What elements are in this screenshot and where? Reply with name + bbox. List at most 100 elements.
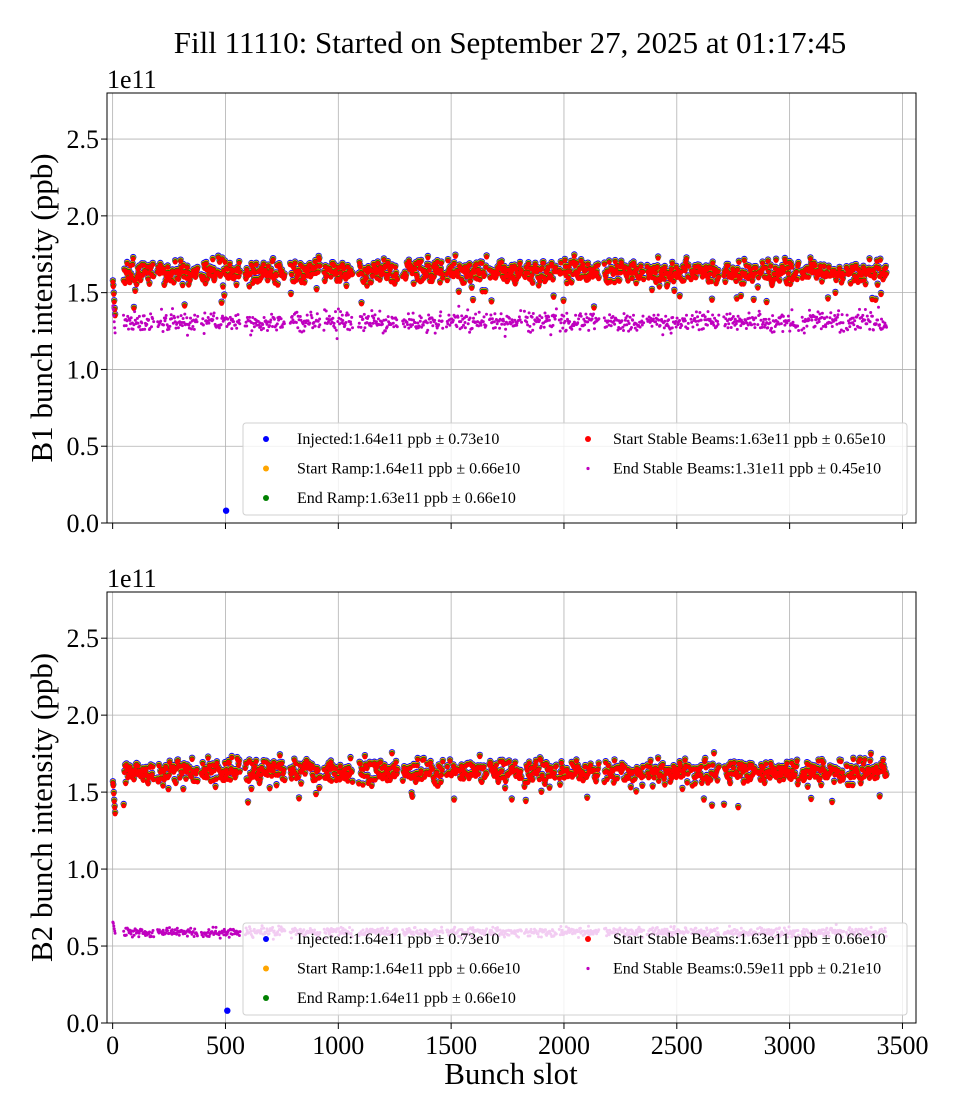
data-point bbox=[674, 325, 678, 329]
data-point bbox=[653, 270, 658, 276]
data-point bbox=[568, 320, 572, 324]
data-point bbox=[217, 326, 221, 330]
data-point bbox=[674, 320, 678, 323]
data-point bbox=[317, 263, 323, 269]
data-point bbox=[270, 312, 274, 316]
data-point bbox=[482, 315, 486, 319]
data-point bbox=[715, 269, 721, 275]
data-point bbox=[427, 313, 431, 317]
data-point bbox=[316, 257, 322, 263]
data-point bbox=[669, 261, 675, 267]
data-point bbox=[569, 280, 574, 286]
data-point bbox=[785, 265, 790, 271]
data-point bbox=[195, 320, 199, 324]
data-point bbox=[357, 325, 361, 329]
data-point bbox=[677, 294, 683, 300]
data-point bbox=[863, 282, 868, 288]
data-point bbox=[149, 312, 153, 316]
data-point bbox=[549, 333, 553, 337]
data-point bbox=[168, 324, 172, 328]
data-point bbox=[262, 316, 266, 319]
data-point bbox=[225, 325, 229, 328]
data-point bbox=[244, 320, 248, 324]
data-point bbox=[190, 327, 193, 331]
data-point bbox=[340, 313, 344, 317]
data-point bbox=[403, 325, 407, 329]
data-point bbox=[671, 279, 676, 285]
data-point bbox=[112, 320, 116, 324]
data-point bbox=[783, 260, 788, 265]
data-point bbox=[768, 264, 774, 269]
data-point bbox=[483, 265, 489, 270]
data-point bbox=[218, 271, 224, 277]
data-point bbox=[266, 329, 269, 332]
data-point bbox=[606, 260, 612, 265]
data-point bbox=[113, 326, 117, 330]
data-point bbox=[135, 316, 139, 320]
data-point bbox=[220, 285, 226, 290]
data-point bbox=[691, 325, 695, 329]
data-point bbox=[247, 284, 252, 290]
data-point bbox=[425, 321, 429, 325]
data-point bbox=[525, 316, 529, 319]
data-point bbox=[370, 309, 374, 313]
data-point bbox=[440, 319, 444, 323]
data-point bbox=[603, 274, 609, 280]
data-point bbox=[686, 327, 690, 330]
data-point bbox=[529, 330, 532, 334]
data-point bbox=[162, 323, 165, 327]
data-point bbox=[684, 256, 689, 262]
data-point bbox=[201, 274, 206, 280]
data-point bbox=[561, 326, 565, 330]
data-point bbox=[499, 260, 505, 265]
data-point bbox=[431, 275, 437, 280]
data-point bbox=[777, 279, 782, 284]
data-point bbox=[344, 321, 348, 324]
data-point bbox=[364, 284, 370, 289]
data-point bbox=[477, 310, 481, 314]
data-point bbox=[501, 277, 507, 282]
data-point bbox=[503, 322, 506, 326]
data-point bbox=[678, 319, 682, 322]
data-point bbox=[753, 265, 759, 271]
data-point bbox=[539, 266, 545, 271]
data-point bbox=[833, 278, 839, 284]
data-point bbox=[386, 315, 390, 319]
data-point bbox=[527, 311, 531, 315]
data-point bbox=[619, 327, 622, 331]
data-point bbox=[143, 327, 147, 331]
data-point bbox=[395, 277, 400, 283]
data-point bbox=[840, 277, 846, 282]
data-point bbox=[548, 274, 554, 279]
data-point bbox=[578, 327, 582, 331]
data-point bbox=[291, 318, 295, 322]
data-point bbox=[752, 271, 758, 276]
data-point bbox=[275, 322, 279, 326]
data-point bbox=[302, 280, 307, 286]
data-point bbox=[602, 262, 607, 267]
data-point bbox=[657, 318, 661, 322]
data-point bbox=[689, 317, 693, 321]
data-point bbox=[372, 316, 376, 320]
data-point bbox=[545, 265, 551, 270]
data-point bbox=[438, 314, 442, 318]
data-point bbox=[233, 323, 237, 327]
data-point bbox=[322, 279, 328, 285]
data-point bbox=[564, 328, 568, 332]
data-point bbox=[653, 280, 659, 286]
data-point bbox=[303, 324, 307, 328]
data-point bbox=[725, 263, 731, 269]
data-point bbox=[562, 258, 568, 264]
data-point bbox=[789, 265, 795, 270]
data-point bbox=[765, 259, 771, 264]
data-point bbox=[248, 315, 252, 319]
data-point bbox=[861, 278, 867, 283]
data-point bbox=[265, 322, 269, 326]
data-point bbox=[205, 277, 210, 282]
data-point bbox=[127, 280, 133, 286]
data-point bbox=[305, 313, 309, 317]
data-point bbox=[416, 321, 420, 325]
data-point bbox=[647, 318, 651, 322]
data-point bbox=[541, 260, 546, 266]
data-point bbox=[626, 319, 630, 323]
